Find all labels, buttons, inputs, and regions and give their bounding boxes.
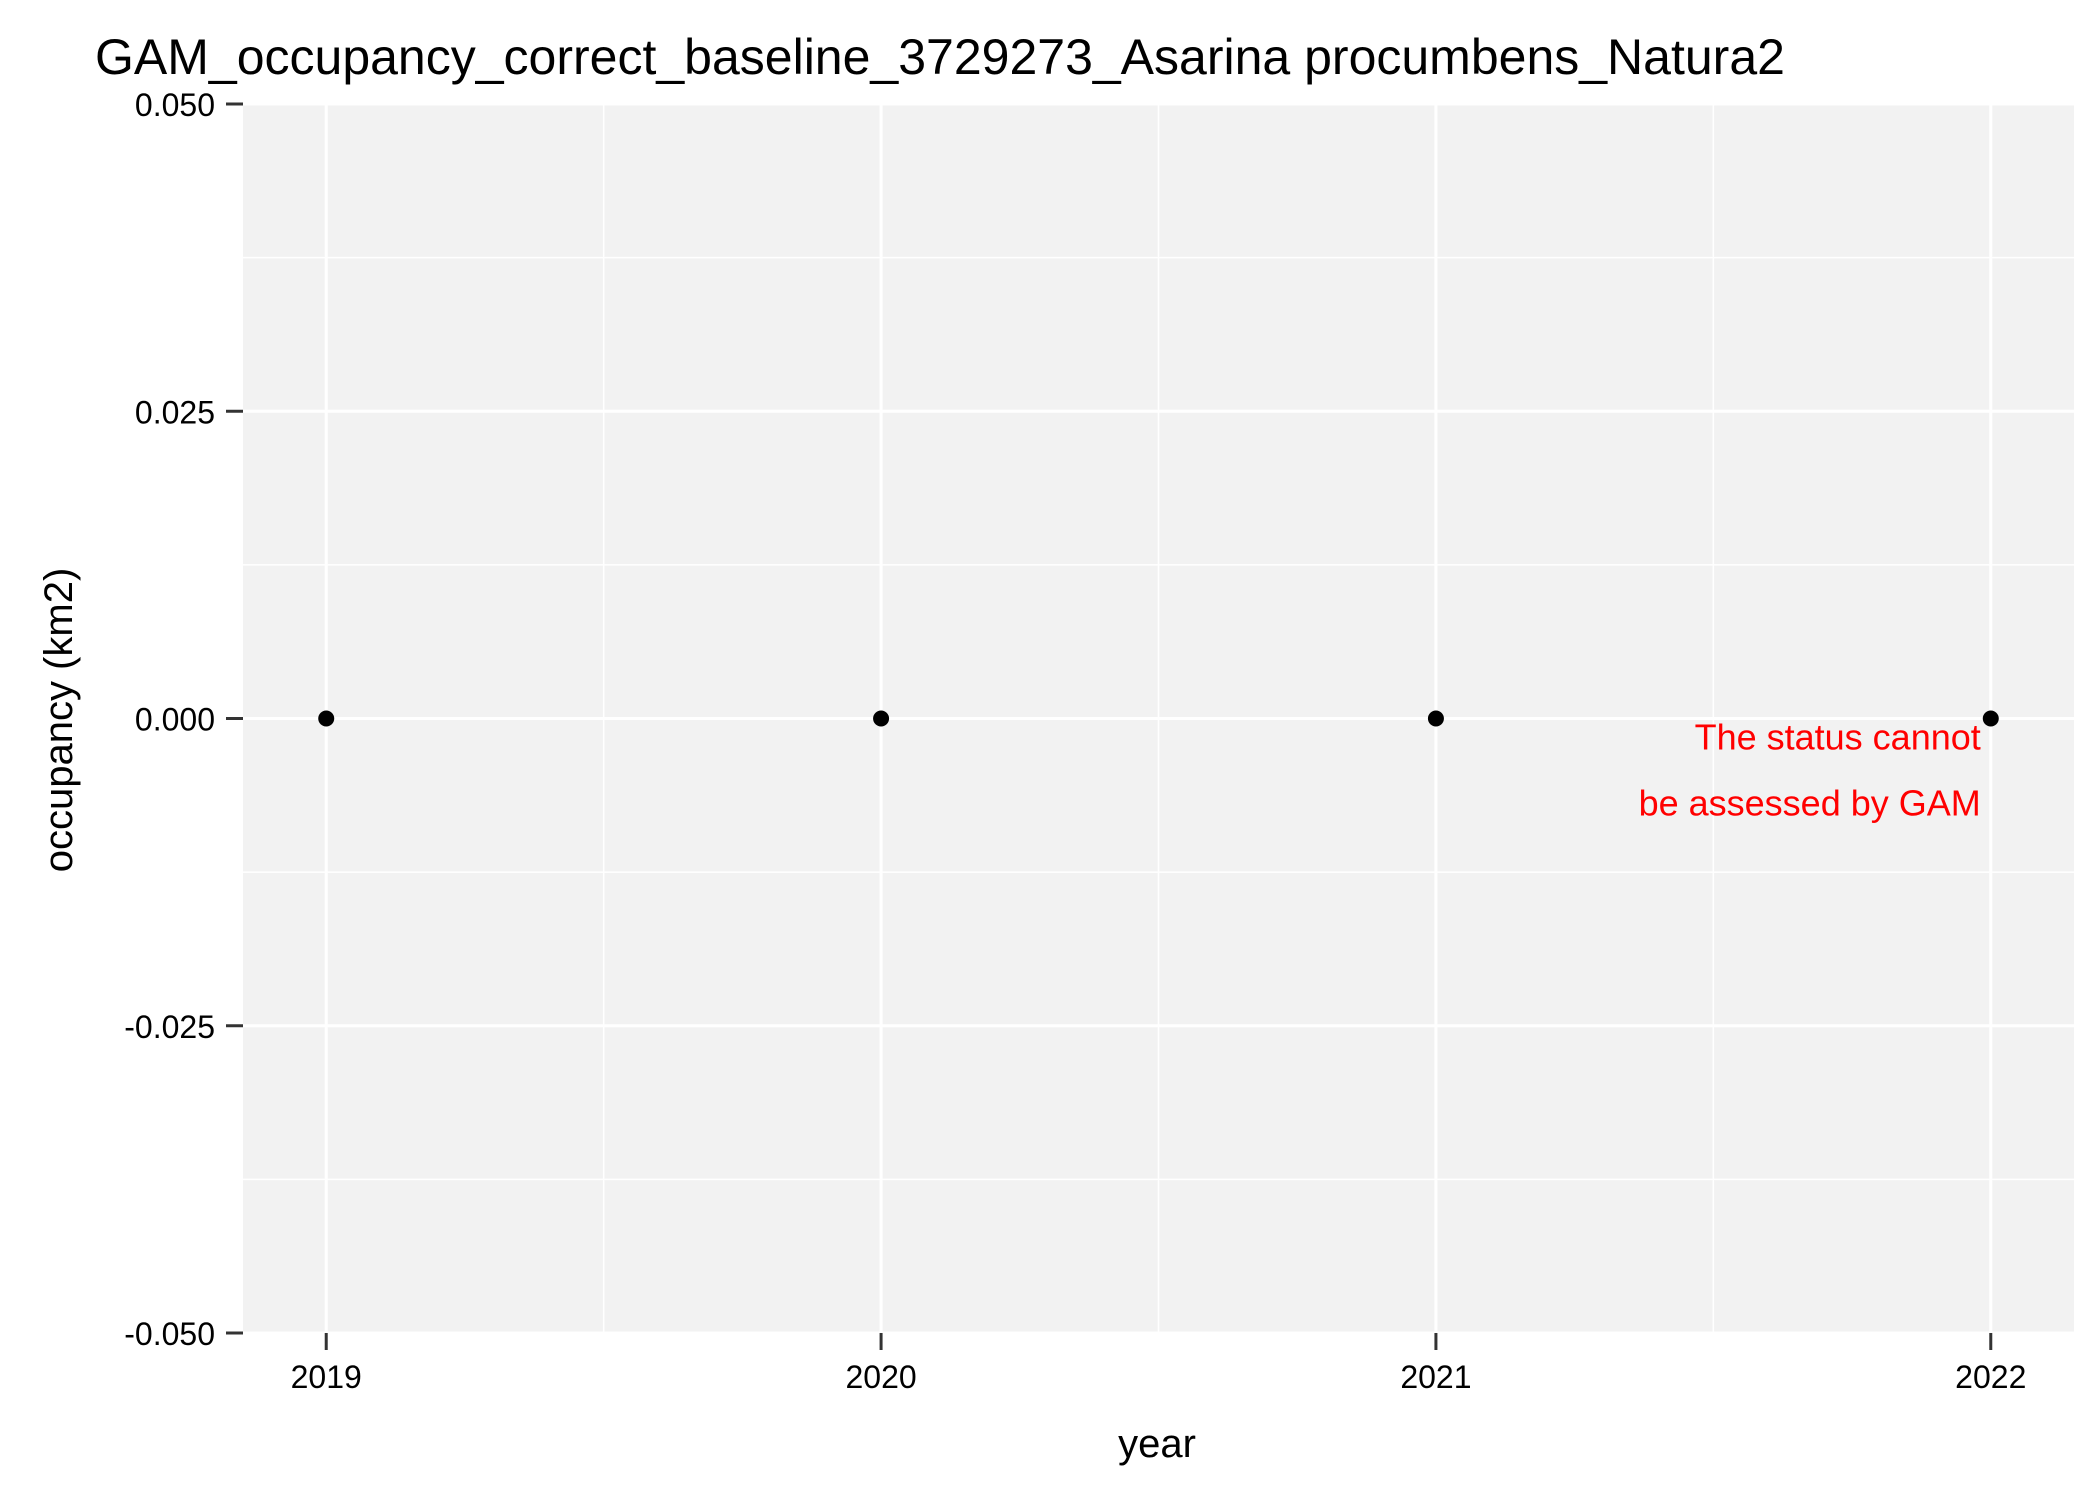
- chart-title: GAM_occupancy_correct_baseline_3729273_A…: [95, 29, 1785, 85]
- y-tick-label: -0.025: [124, 1009, 215, 1045]
- data-point: [873, 710, 890, 727]
- x-tick-label: 2022: [1955, 1359, 2026, 1395]
- y-tick-label: 0.000: [135, 702, 215, 738]
- y-tick-label: 0.050: [135, 87, 215, 123]
- data-point: [318, 710, 335, 727]
- x-tick-label: 2020: [845, 1359, 916, 1395]
- x-tick-label: 2021: [1400, 1359, 1471, 1395]
- axes: 0.050 0.025 0.000 -0.025 -0.050 2019 2020 2021 2…: [124, 87, 2026, 1395]
- y-tick-label: -0.050: [124, 1316, 215, 1352]
- y-tick-label: 0.025: [135, 394, 215, 430]
- y-axis-title: occupancy (km2): [37, 568, 81, 873]
- data-point: [1427, 710, 1444, 727]
- data-point: [1982, 710, 1999, 727]
- plot-area: The status cannot be assessed by GAM: [243, 102, 2074, 1335]
- x-tick-label: 2019: [291, 1359, 362, 1395]
- annotation-line: The status cannot: [1695, 717, 1981, 758]
- x-axis-title: year: [1118, 1422, 1196, 1466]
- annotation-line: be assessed by GAM: [1639, 783, 1981, 824]
